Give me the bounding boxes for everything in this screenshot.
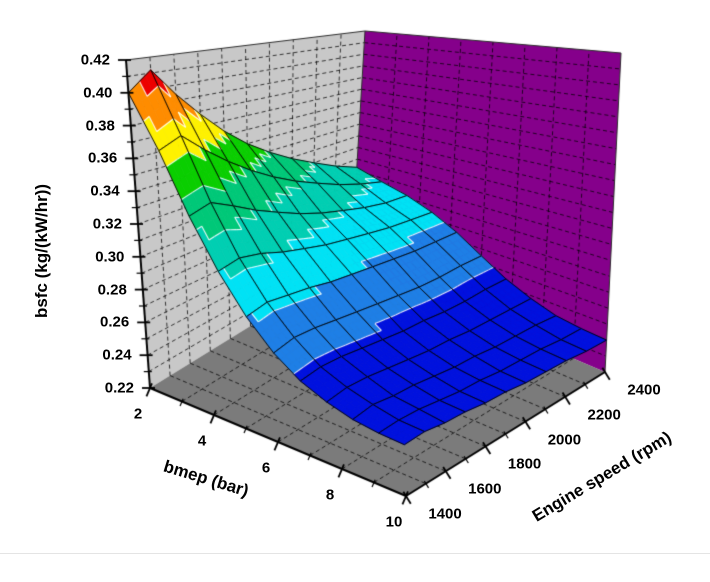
bottom-divider [0, 553, 710, 554]
